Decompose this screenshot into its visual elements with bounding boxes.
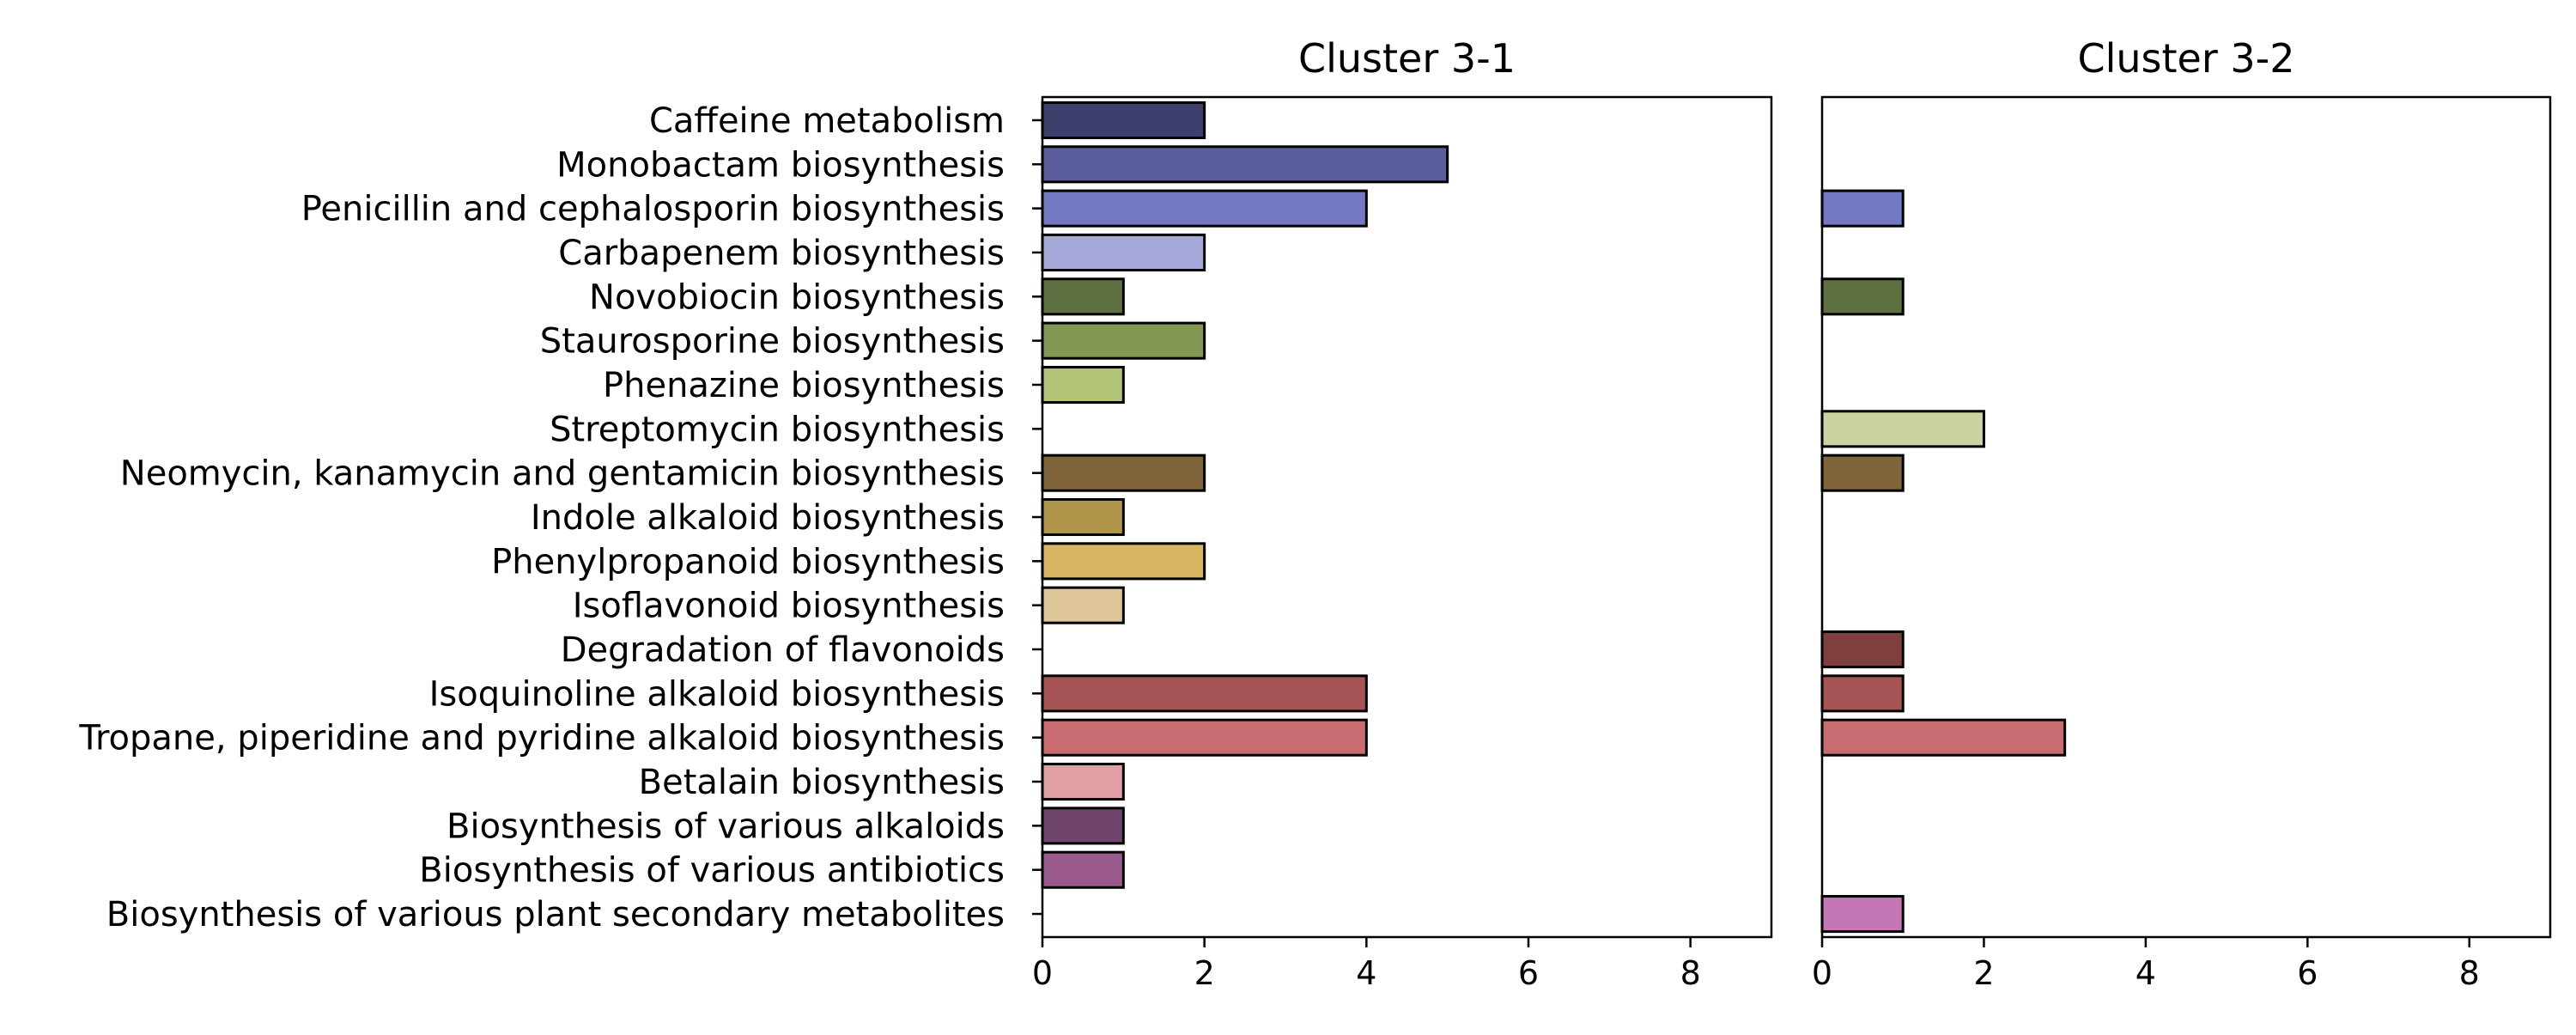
category-label-staurosporine-biosynthesis: Staurosporine biosynthesis xyxy=(540,322,1005,362)
x-tick-label: 0 xyxy=(1032,954,1053,992)
bar-biosynthesis-of-various-alkaloids xyxy=(1041,807,1125,845)
x-tick-label: 8 xyxy=(2459,954,2480,992)
x-tick-label: 4 xyxy=(2136,954,2156,992)
axes-frame xyxy=(1820,95,2552,939)
bar-penicillin-and-cephalosporin-biosynthesis xyxy=(1041,189,1368,228)
category-label-isoflavonoid-biosynthesis: Isoflavonoid biosynthesis xyxy=(573,587,1005,626)
x-tick-label: 6 xyxy=(2297,954,2318,992)
x-tick-label: 2 xyxy=(1194,954,1215,992)
category-label-degradation-of-flavonoids: Degradation of flavonoids xyxy=(561,630,1005,670)
category-label-neomycin-kanamycin-and-gentamicin-biosynthesis: Neomycin, kanamycin and gentamicin biosy… xyxy=(120,454,1005,494)
bar-biosynthesis-of-various-antibiotics xyxy=(1041,850,1125,889)
category-label-tropane-piperidine-and-pyridine-alkaloid-biosynthesis: Tropane, piperidine and pyridine alkaloi… xyxy=(78,719,1005,758)
bar-phenazine-biosynthesis xyxy=(1041,365,1125,405)
category-label-streptomycin-biosynthesis: Streptomycin biosynthesis xyxy=(550,410,1005,449)
category-label-biosynthesis-of-various-alkaloids: Biosynthesis of various alkaloids xyxy=(447,807,1005,846)
bar-carbapenem-biosynthesis xyxy=(1041,233,1206,272)
bar-tropane-piperidine-and-pyridine-alkaloid-biosynthesis xyxy=(1041,718,1368,757)
x-tick-label: 4 xyxy=(1356,954,1376,992)
bar-novobiocin-biosynthesis xyxy=(1820,277,1905,316)
bar-staurosporine-biosynthesis xyxy=(1041,321,1206,360)
category-label-betalain-biosynthesis: Betalain biosynthesis xyxy=(639,763,1005,802)
bar-indole-alkaloid-biosynthesis xyxy=(1041,497,1125,537)
bar-neomycin-kanamycin-and-gentamicin-biosynthesis xyxy=(1820,454,1905,492)
bar-tropane-piperidine-and-pyridine-alkaloid-biosynthesis xyxy=(1820,718,2067,757)
category-label-isoquinoline-alkaloid-biosynthesis: Isoquinoline alkaloid biosynthesis xyxy=(429,674,1005,714)
bar-caffeine-metabolism xyxy=(1041,100,1206,139)
bar-degradation-of-flavonoids xyxy=(1820,630,1905,669)
panel-cluster-3-1: Cluster 3-1 0 2 4 6 8 xyxy=(1032,35,1773,992)
bar-novobiocin-biosynthesis xyxy=(1041,277,1125,316)
bar-isoflavonoid-biosynthesis xyxy=(1041,586,1125,624)
bar-isoquinoline-alkaloid-biosynthesis xyxy=(1820,674,1905,713)
category-label-monobactam-biosynthesis: Monobactam biosynthesis xyxy=(556,145,1005,185)
category-label-phenylpropanoid-biosynthesis: Phenylpropanoid biosynthesis xyxy=(491,542,1005,581)
category-label-biosynthesis-of-various-plant-secondary-metabolites: Biosynthesis of various plant secondary … xyxy=(106,895,1005,935)
category-label-indole-alkaloid-biosynthesis: Indole alkaloid biosynthesis xyxy=(531,498,1005,538)
panel-title: Cluster 3-2 xyxy=(2077,35,2294,82)
bar-streptomycin-biosynthesis xyxy=(1820,410,1985,448)
category-label-carbapenem-biosynthesis: Carbapenem biosynthesis xyxy=(558,234,1005,273)
panel-title: Cluster 3-1 xyxy=(1298,35,1516,82)
category-label-phenazine-biosynthesis: Phenazine biosynthesis xyxy=(603,366,1005,405)
category-label-biosynthesis-of-various-antibiotics: Biosynthesis of various antibiotics xyxy=(419,851,1005,891)
bar-biosynthesis-of-various-plant-secondary-metabolites xyxy=(1820,895,1905,934)
x-tick-label: 8 xyxy=(1680,954,1701,992)
x-tick-label: 6 xyxy=(1518,954,1539,992)
bar-phenylpropanoid-biosynthesis xyxy=(1041,542,1206,581)
bar-betalain-biosynthesis xyxy=(1041,762,1125,801)
category-label-caffeine-metabolism: Caffeine metabolism xyxy=(649,101,1005,141)
x-tick-label: 2 xyxy=(1973,954,1994,992)
bar-monobactam-biosynthesis xyxy=(1041,145,1449,184)
bar-isoquinoline-alkaloid-biosynthesis xyxy=(1041,674,1368,713)
bar-neomycin-kanamycin-and-gentamicin-biosynthesis xyxy=(1041,454,1206,492)
bar-penicillin-and-cephalosporin-biosynthesis xyxy=(1820,189,1905,228)
panel-cluster-3-2: Cluster 3-2 0 2 4 6 8 xyxy=(1812,35,2552,992)
category-label-penicillin-and-cephalosporin-biosynthesis: Penicillin and cephalosporin biosynthesi… xyxy=(301,190,1005,229)
x-tick-label: 0 xyxy=(1812,954,1832,992)
category-label-novobiocin-biosynthesis: Novobiocin biosynthesis xyxy=(589,277,1005,317)
